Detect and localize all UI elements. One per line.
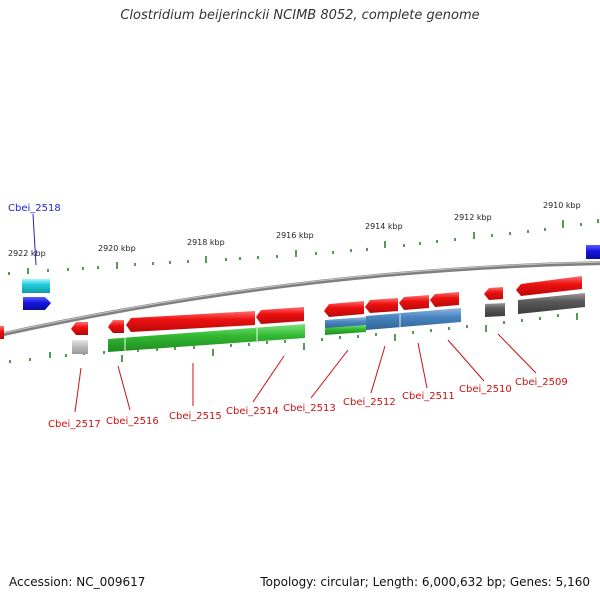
green-feature-small[interactable] [325,325,366,335]
scale-label: 2914 kbp [365,222,403,231]
scale-label: 2922 kbp [8,249,46,258]
gene-arrow[interactable] [484,287,503,300]
scale-label: 2916 kbp [276,231,314,240]
gene-labels: Cbei_2518 Cbei_2517 Cbei_2516 Cbei_2515 … [8,203,568,430]
green-feature[interactable] [108,324,305,352]
gene-label-cbei-2510[interactable]: Cbei_2510 [459,384,512,395]
gene-label-cbei-2518[interactable]: Cbei_2518 [8,203,61,214]
gene-label-cbei-2515[interactable]: Cbei_2515 [169,411,222,422]
blue-gene-arrow[interactable] [23,297,51,310]
topology-label: Topology: circular; Length: 6,000,632 bp… [260,575,590,589]
gene-leader-lines [32,213,537,413]
gene-label-cbei-2509[interactable]: Cbei_2509 [515,377,568,388]
red-gene-track [0,276,582,339]
accession-label: Accession: NC_009617 [9,575,146,589]
gene-arrow[interactable] [399,295,429,310]
gene-label-cbei-2517[interactable]: Cbei_2517 [48,419,101,430]
feature-block-track [72,293,585,354]
map-title: Clostridium beijerinckii NCIMB 8052, com… [120,8,480,23]
scale-label: 2910 kbp [543,201,581,210]
genome-backbone [0,261,600,337]
gene-arrow[interactable] [516,276,582,296]
gene-arrow[interactable] [126,311,255,332]
gray-feature[interactable] [485,303,505,317]
gene-label-cbei-2511[interactable]: Cbei_2511 [402,391,455,402]
scale-label: 2918 kbp [187,238,225,247]
gene-label-cbei-2516[interactable]: Cbei_2516 [106,416,159,427]
gene-arrow[interactable] [256,307,304,324]
scale-label: 2912 kbp [454,213,492,222]
gene-arrow[interactable] [324,301,364,317]
gene-arrow[interactable] [430,292,459,307]
steelblue-feature[interactable] [366,308,461,330]
gene-label-cbei-2514[interactable]: Cbei_2514 [226,406,279,417]
gene-label-cbei-2512[interactable]: Cbei_2512 [343,397,396,408]
gene-arrow[interactable] [0,326,4,339]
scale-labels: 2922 kbp 2920 kbp 2918 kbp 2916 kbp 2914… [8,201,581,258]
blue-gene-edge[interactable] [586,245,600,259]
gene-arrow[interactable] [71,322,88,335]
upper-scale-ticks [8,219,599,275]
upper-features [22,245,600,310]
gene-label-cbei-2513[interactable]: Cbei_2513 [283,403,336,414]
scale-label: 2920 kbp [98,244,136,253]
gray-feature[interactable] [518,293,585,314]
cyan-feature[interactable] [22,279,50,293]
gene-arrow[interactable] [365,298,398,313]
lightgray-feature[interactable] [72,340,88,354]
genome-backbone-highlight [0,261,600,335]
gene-arrow[interactable] [108,320,124,333]
